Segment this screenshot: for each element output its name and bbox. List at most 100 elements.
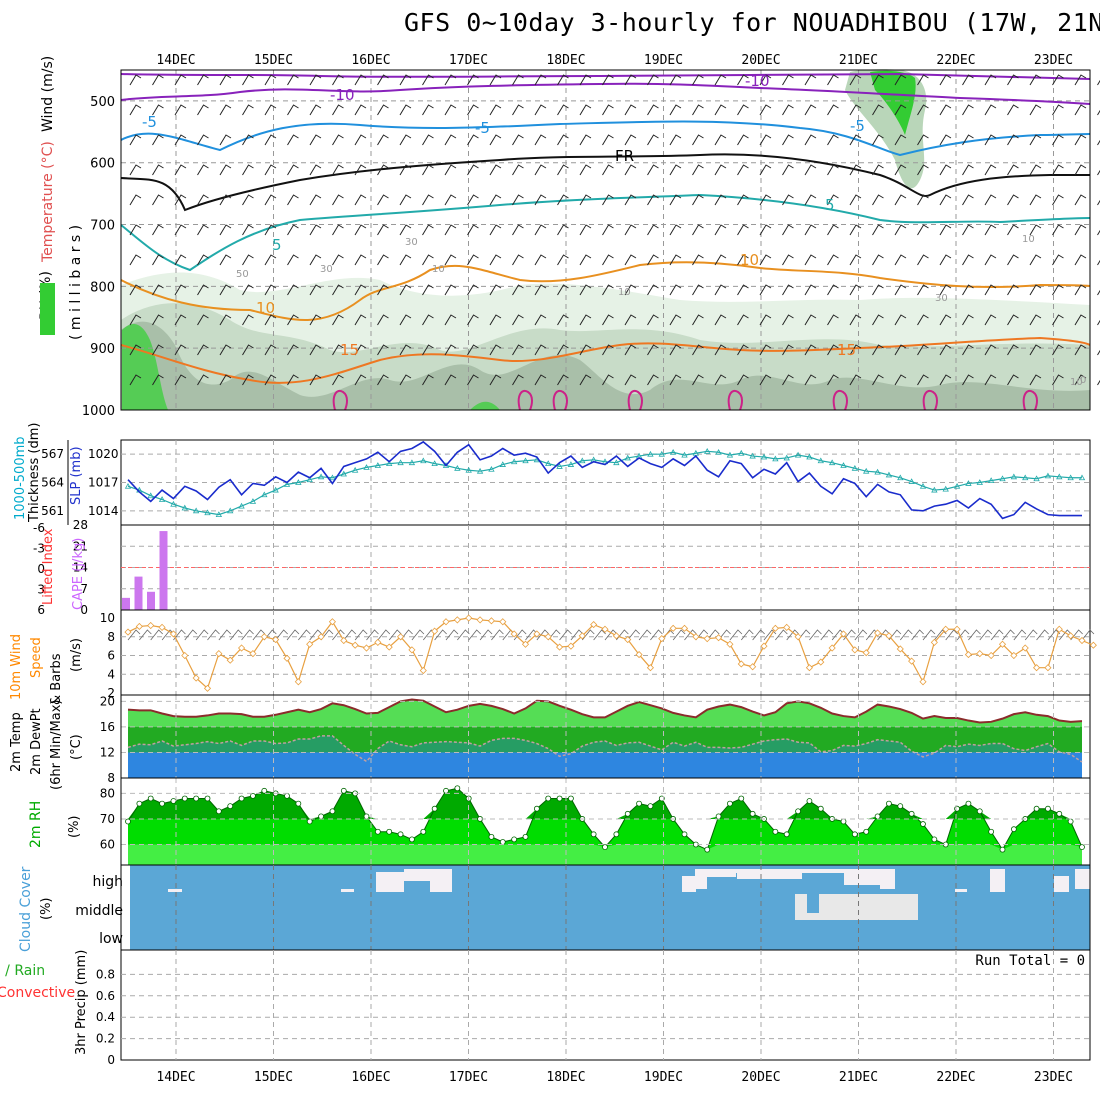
thickness-point	[408, 459, 416, 466]
wind-barb	[945, 629, 958, 641]
thickness-point	[340, 470, 347, 477]
wind-barb	[849, 374, 862, 386]
isotherm-line	[120, 336, 1091, 384]
thickness-point	[647, 450, 654, 457]
wind-barb	[512, 104, 524, 116]
wind-barb	[286, 629, 300, 641]
wind-barb	[287, 314, 299, 326]
rh-point	[965, 800, 972, 807]
wind-barb	[467, 164, 479, 176]
thickness-point	[431, 460, 438, 467]
wind-barb	[1074, 374, 1087, 386]
rh-point	[431, 805, 438, 812]
wind-barb	[332, 74, 344, 86]
wind-barb	[489, 104, 502, 116]
wind-barb	[849, 224, 862, 236]
wind-speed-point	[953, 625, 961, 633]
wind-barb	[1052, 224, 1064, 236]
wind-barb	[624, 314, 637, 326]
wind-barb	[922, 629, 936, 641]
wind-barb	[399, 314, 412, 326]
wind-speed-point	[964, 650, 972, 659]
rh-point	[454, 785, 461, 792]
li-tick: -3	[33, 542, 45, 556]
wind-barb	[242, 284, 254, 296]
wind-barb	[264, 104, 277, 116]
thickness-point	[885, 471, 893, 478]
thickness-point	[704, 448, 711, 454]
wind-barb	[984, 254, 997, 266]
wind-barb	[804, 104, 817, 116]
wind-barb	[968, 629, 981, 641]
wind-barb	[602, 134, 614, 146]
rh-green-low	[470, 401, 500, 410]
wind-barb	[737, 344, 749, 356]
wind-barb	[939, 224, 952, 236]
wind-barb	[444, 74, 457, 86]
wind-speed-point	[408, 646, 416, 654]
wind-barb	[911, 629, 924, 641]
wind-speed-point	[624, 635, 632, 644]
wind-barb	[467, 314, 479, 326]
wind-barb	[129, 164, 142, 176]
dewpoint-band	[128, 726, 1082, 753]
wind-barb	[354, 164, 367, 176]
wind-barb	[1029, 374, 1042, 386]
cape-tick: 0	[80, 603, 88, 617]
wind-barb	[602, 194, 614, 206]
wind-barb	[692, 104, 704, 116]
cloud-clear-block	[376, 872, 404, 892]
rh-point	[624, 810, 631, 817]
wind-barb	[557, 314, 569, 326]
wind-barb	[990, 629, 1004, 641]
thickness-point	[510, 458, 518, 465]
wind-barb	[737, 374, 749, 386]
wind-barb	[309, 374, 322, 386]
wind-barb	[489, 194, 502, 206]
wind-barb	[242, 254, 254, 266]
wind-barb	[1007, 284, 1019, 296]
wind-speed-point	[601, 625, 609, 633]
wind-barb	[399, 254, 412, 266]
wind-barb	[309, 254, 322, 266]
thickness-point	[397, 459, 404, 466]
wind-barb	[1074, 344, 1087, 356]
wind-barb	[557, 134, 569, 146]
wind-barb	[570, 629, 584, 641]
rh-point	[749, 810, 756, 817]
wind-speed-point	[192, 674, 200, 682]
wind-barb	[1052, 104, 1064, 116]
wind-barb	[174, 134, 187, 146]
rh-point	[851, 831, 858, 838]
thickness-point	[329, 474, 336, 481]
wind-speed-point	[658, 635, 666, 643]
wind-barb	[129, 314, 142, 326]
wind-barb	[197, 164, 209, 176]
wind-speed-point	[885, 632, 893, 640]
wind-speed-point	[1033, 664, 1041, 672]
wind-barb	[624, 134, 637, 146]
wind-barb	[309, 224, 322, 236]
wind-barb	[1029, 194, 1042, 206]
wind-barb	[714, 314, 727, 326]
wind-barb	[786, 629, 799, 641]
rh-point	[545, 795, 552, 802]
wind-barb	[1029, 284, 1042, 296]
wind-speed-point	[817, 658, 825, 666]
wind-barb	[714, 284, 727, 296]
wind-barb	[152, 134, 164, 146]
wind-speed-point	[635, 650, 643, 659]
thickness-point	[499, 461, 506, 467]
wind-barb	[647, 194, 659, 206]
wind-barb	[872, 134, 884, 146]
wind-barb	[962, 284, 974, 296]
y-tick-label: 1000	[82, 404, 115, 419]
wind-barb	[264, 284, 277, 296]
wind-barb	[872, 374, 884, 386]
wind-barb	[827, 164, 839, 176]
wind-barb	[377, 254, 389, 266]
wind-barb	[309, 284, 322, 296]
y-tick-label: 800	[90, 280, 115, 295]
wind-barb	[579, 104, 592, 116]
thickness-point	[783, 454, 790, 461]
